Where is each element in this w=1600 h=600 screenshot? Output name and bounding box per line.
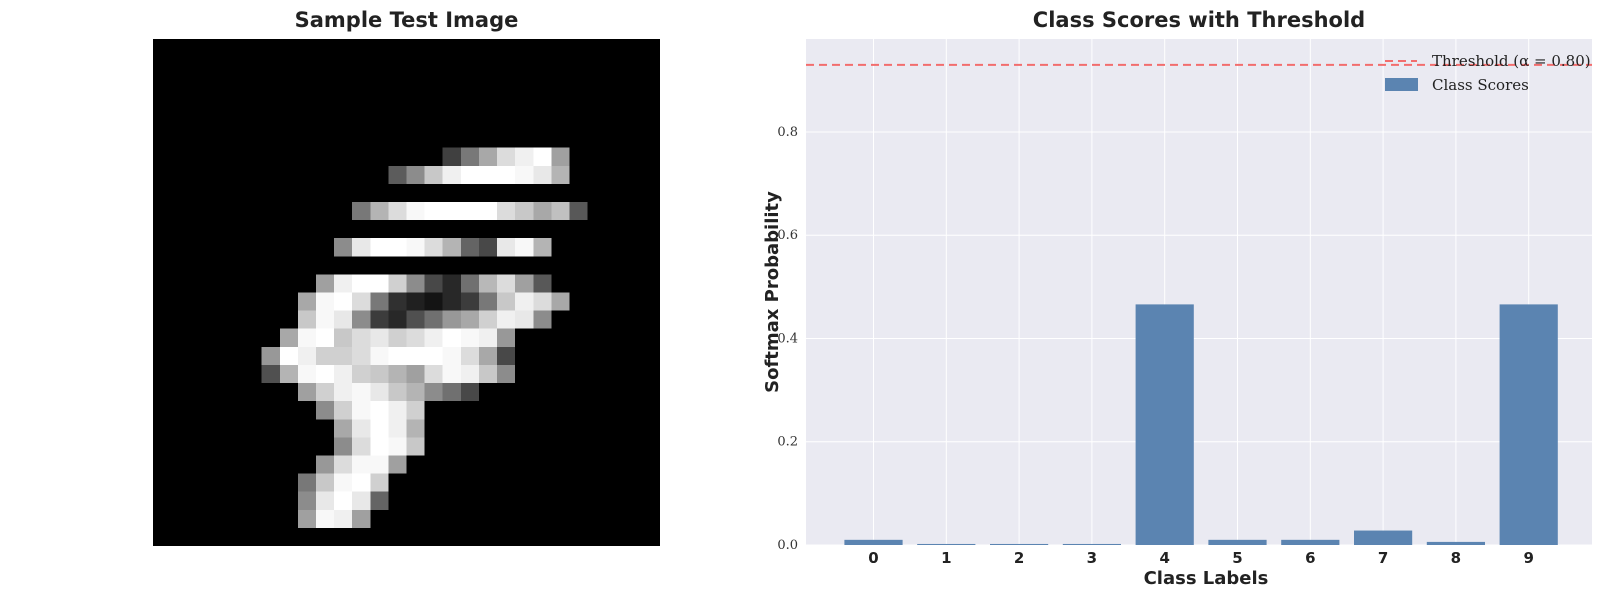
y-tick-label: 0.0 bbox=[777, 538, 798, 553]
y-tick-label: 0.2 bbox=[777, 435, 798, 450]
chart-title: Class Scores with Threshold bbox=[1032, 8, 1366, 32]
x-tick-label: 9 bbox=[1523, 549, 1533, 567]
bar-class-5 bbox=[1208, 539, 1267, 545]
y-tick-label: 0.4 bbox=[777, 331, 798, 346]
x-tick-label: 5 bbox=[1232, 549, 1242, 567]
legend-scores-swatch bbox=[1385, 78, 1418, 91]
bar-class-0 bbox=[844, 539, 903, 545]
x-tick-label: 3 bbox=[1087, 549, 1097, 567]
x-tick-label: 4 bbox=[1159, 549, 1169, 567]
bar-class-7 bbox=[1354, 530, 1413, 545]
bar-class-1 bbox=[917, 543, 976, 545]
x-tick-label: 7 bbox=[1378, 549, 1388, 567]
legend-scores-label: Class Scores bbox=[1432, 76, 1529, 94]
bar-class-3 bbox=[1062, 543, 1121, 545]
y-tick-label: 0.6 bbox=[777, 228, 798, 243]
bar-class-2 bbox=[990, 543, 1049, 545]
bar-class-8 bbox=[1426, 541, 1485, 545]
x-tick-label: 0 bbox=[868, 549, 878, 567]
y-axis-label: Softmax Probability bbox=[762, 191, 783, 393]
x-tick-label: 8 bbox=[1451, 549, 1461, 567]
legend-threshold-label: Threshold (α = 0.80) bbox=[1432, 52, 1591, 70]
x-tick-label: 6 bbox=[1305, 549, 1315, 567]
x-tick-label: 1 bbox=[941, 549, 951, 567]
image-title: Sample Test Image bbox=[294, 8, 519, 32]
sample-digit-image bbox=[153, 39, 660, 546]
x-tick-label: 2 bbox=[1014, 549, 1024, 567]
x-axis-label: Class Labels bbox=[1144, 568, 1269, 589]
bar-class-4 bbox=[1135, 304, 1194, 545]
y-tick-label: 0.8 bbox=[777, 125, 798, 140]
bar-class-6 bbox=[1281, 539, 1340, 545]
plot-area bbox=[806, 39, 1592, 545]
bar-class-9 bbox=[1499, 304, 1558, 545]
